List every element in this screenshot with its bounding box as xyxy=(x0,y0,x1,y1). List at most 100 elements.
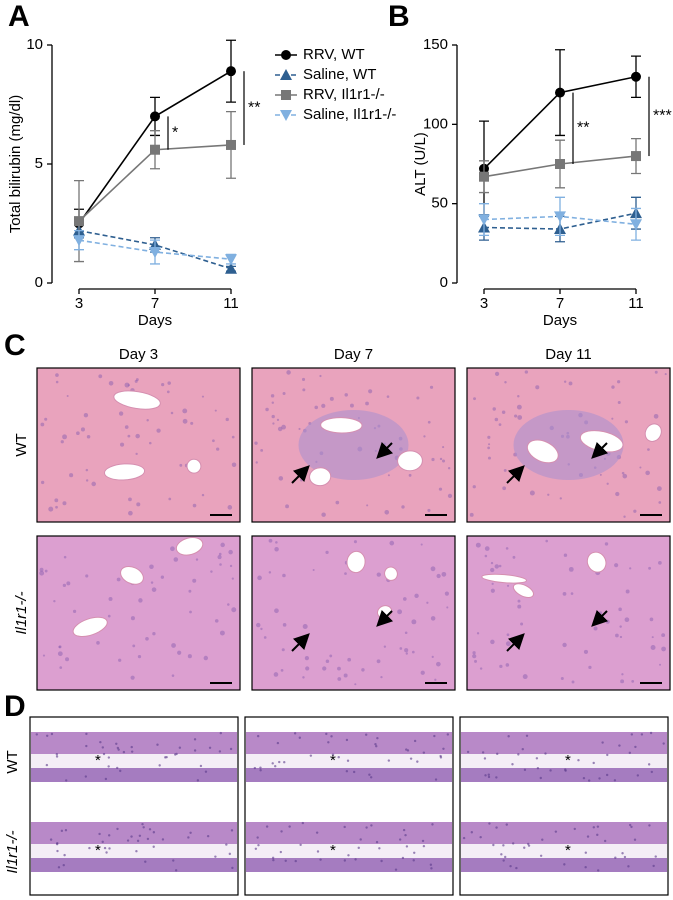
tissue-texture xyxy=(271,401,274,404)
data-point xyxy=(631,151,641,162)
nuclei xyxy=(606,753,609,757)
nuclei xyxy=(347,854,350,857)
tissue-texture xyxy=(231,577,234,580)
tissue-texture xyxy=(192,503,197,508)
nuclei xyxy=(484,774,487,777)
legend-label: Saline, WT xyxy=(303,66,376,83)
tissue-texture xyxy=(494,417,499,422)
nuclei xyxy=(208,746,212,749)
nuclei xyxy=(148,828,152,831)
nuclei xyxy=(380,859,383,863)
duct-wall xyxy=(461,732,667,754)
nuclei xyxy=(495,826,498,829)
tissue-texture xyxy=(354,683,357,686)
nuclei xyxy=(45,763,49,767)
nuclei xyxy=(152,845,155,848)
tissue-texture xyxy=(314,405,319,410)
tissue-texture xyxy=(118,411,124,416)
tissue-texture xyxy=(447,466,451,470)
data-point xyxy=(226,66,236,77)
nuclei xyxy=(165,755,168,759)
nuclei xyxy=(496,752,499,756)
tissue-texture xyxy=(501,410,506,414)
tissue-texture xyxy=(177,650,182,655)
tissue-texture xyxy=(281,648,285,652)
nuclei xyxy=(293,732,297,735)
vessel xyxy=(186,458,202,474)
tissue-texture xyxy=(484,554,488,558)
nuclei xyxy=(60,829,64,833)
nuclei xyxy=(272,858,275,862)
nuclei xyxy=(413,739,417,743)
x-tick-label: 11 xyxy=(223,295,239,312)
tissue-texture xyxy=(302,624,308,630)
nuclei xyxy=(439,756,443,759)
nuclei xyxy=(618,744,621,747)
nuclei xyxy=(613,779,617,782)
nuclei xyxy=(64,828,68,832)
row-label: WT xyxy=(13,433,30,456)
tissue-texture xyxy=(149,441,152,445)
nuclei xyxy=(294,859,297,863)
tissue-texture xyxy=(322,666,327,671)
nuclei xyxy=(325,732,328,736)
tissue-texture xyxy=(260,627,263,631)
nuclei xyxy=(271,762,274,765)
nuclei xyxy=(605,773,609,777)
tissue-texture xyxy=(639,466,642,469)
tissue-texture xyxy=(617,400,621,405)
tissue-texture xyxy=(368,389,373,394)
nuclei xyxy=(256,734,260,738)
nuclei xyxy=(406,749,410,752)
nuclei xyxy=(288,825,291,828)
tissue-texture xyxy=(604,542,609,546)
tissue-texture xyxy=(423,435,426,438)
tissue-texture xyxy=(438,487,443,491)
nuclei xyxy=(161,838,165,841)
arrow xyxy=(291,633,310,652)
nuclei xyxy=(193,738,197,741)
tissue-texture xyxy=(563,380,567,383)
nuclei xyxy=(369,776,373,779)
tissue-texture xyxy=(560,676,564,680)
arrow xyxy=(506,465,525,484)
tissue-texture xyxy=(268,571,272,574)
tissue-texture xyxy=(128,510,133,516)
nuclei xyxy=(130,745,133,749)
nuclei xyxy=(359,838,362,841)
nuclei xyxy=(257,843,260,847)
tissue-texture xyxy=(98,374,103,379)
nuclei xyxy=(584,851,588,854)
nuclei xyxy=(587,779,591,782)
tissue-texture xyxy=(270,394,275,398)
tissue-texture xyxy=(611,385,615,389)
nuclei xyxy=(271,856,275,860)
nuclei xyxy=(375,745,378,748)
tissue-texture xyxy=(167,381,171,385)
vessel xyxy=(72,616,108,637)
tissue-texture xyxy=(420,670,425,675)
nuclei xyxy=(88,846,91,850)
nuclei xyxy=(103,846,107,850)
significance-label: ** xyxy=(248,99,260,116)
duct-wall xyxy=(246,822,452,844)
tissue-texture xyxy=(190,421,194,425)
tissue-texture xyxy=(506,633,510,637)
tissue-texture xyxy=(623,515,626,518)
tissue-texture xyxy=(120,442,125,447)
nuclei xyxy=(256,836,259,839)
tissue-texture xyxy=(44,569,48,573)
duct-wall xyxy=(461,822,667,844)
nuclei xyxy=(527,842,530,846)
tissue-texture xyxy=(479,667,483,670)
x-tick-label: 7 xyxy=(556,295,564,312)
tissue-texture xyxy=(490,567,495,573)
tissue-texture xyxy=(427,508,431,512)
tissue-texture xyxy=(132,644,136,648)
tissue-texture xyxy=(651,636,654,639)
nuclei xyxy=(487,773,490,776)
data-point xyxy=(73,235,85,247)
tissue-texture xyxy=(173,557,179,562)
nuclei xyxy=(492,843,495,847)
nuclei xyxy=(398,838,402,841)
